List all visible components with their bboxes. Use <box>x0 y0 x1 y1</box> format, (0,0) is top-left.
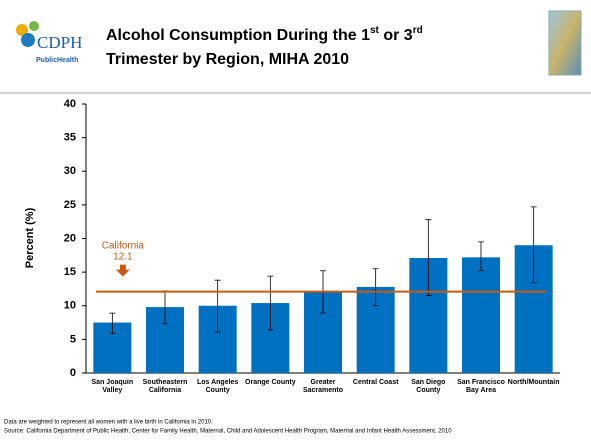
x-tick-label: Sacramento <box>303 387 343 394</box>
x-tick-label: Central Coast <box>353 379 399 386</box>
title-part: or 3 <box>379 27 413 44</box>
header-image <box>548 10 582 76</box>
y-tick-label: 10 <box>64 300 76 312</box>
chart-title: Trimester by Region, MIHA 2010 <box>106 51 349 68</box>
reference-label: California <box>102 240 145 251</box>
y-tick-label: 5 <box>70 333 76 345</box>
reference-arrow <box>115 264 130 277</box>
error-bar <box>214 279 221 333</box>
y-tick-label: 40 <box>64 98 76 110</box>
error-bar <box>425 219 432 297</box>
x-tick-label: San Diego <box>411 379 445 386</box>
y-tick-label: 15 <box>64 266 76 278</box>
chart-title: Alcohol Consumption During the 1st or 3r… <box>106 25 423 45</box>
reference-value: 12.1 <box>113 251 133 262</box>
x-tick-label: San Francisco <box>457 379 505 386</box>
note: Data are weighted to represent all women… <box>4 420 213 426</box>
x-tick-label: County <box>206 387 230 394</box>
y-tick-label: 0 <box>70 367 76 379</box>
y-tick-label: 35 <box>64 132 76 144</box>
logo-subtext: PublicHealth <box>36 57 78 64</box>
error-bar <box>478 241 484 272</box>
x-tick-label: Bay Area <box>466 387 496 394</box>
bar <box>462 257 500 373</box>
error-bar <box>372 268 379 307</box>
error-bar <box>530 206 537 284</box>
y-tick-label: 25 <box>64 199 76 211</box>
x-tick-label: Valley <box>102 387 122 394</box>
logo: CDPH PublicHealth <box>16 21 82 64</box>
y-axis-title: Percent (%) <box>24 207 36 268</box>
title-part: Alcohol Consumption During the 1 <box>106 27 370 44</box>
x-tick-label: Southeastern <box>143 379 188 386</box>
x-tick-label: Orange County <box>245 379 296 386</box>
x-tick-label: County <box>416 387 440 394</box>
note: Source: California Department of Public … <box>4 429 452 435</box>
x-tick-label: North/Mountain <box>508 379 560 386</box>
logo-text: CDPH <box>37 33 82 52</box>
x-tick-label: California <box>149 387 181 394</box>
error-bar <box>109 312 116 334</box>
title-sup: st <box>370 25 380 36</box>
x-tick-label: San Joaquin <box>92 379 134 386</box>
x-tick-label: Los Angeles <box>197 379 238 386</box>
y-tick-label: 20 <box>64 232 76 244</box>
title-sup: rd <box>413 25 423 36</box>
y-tick-label: 30 <box>64 165 76 177</box>
x-tick-label: Greater <box>311 379 336 386</box>
error-bar <box>267 275 274 331</box>
